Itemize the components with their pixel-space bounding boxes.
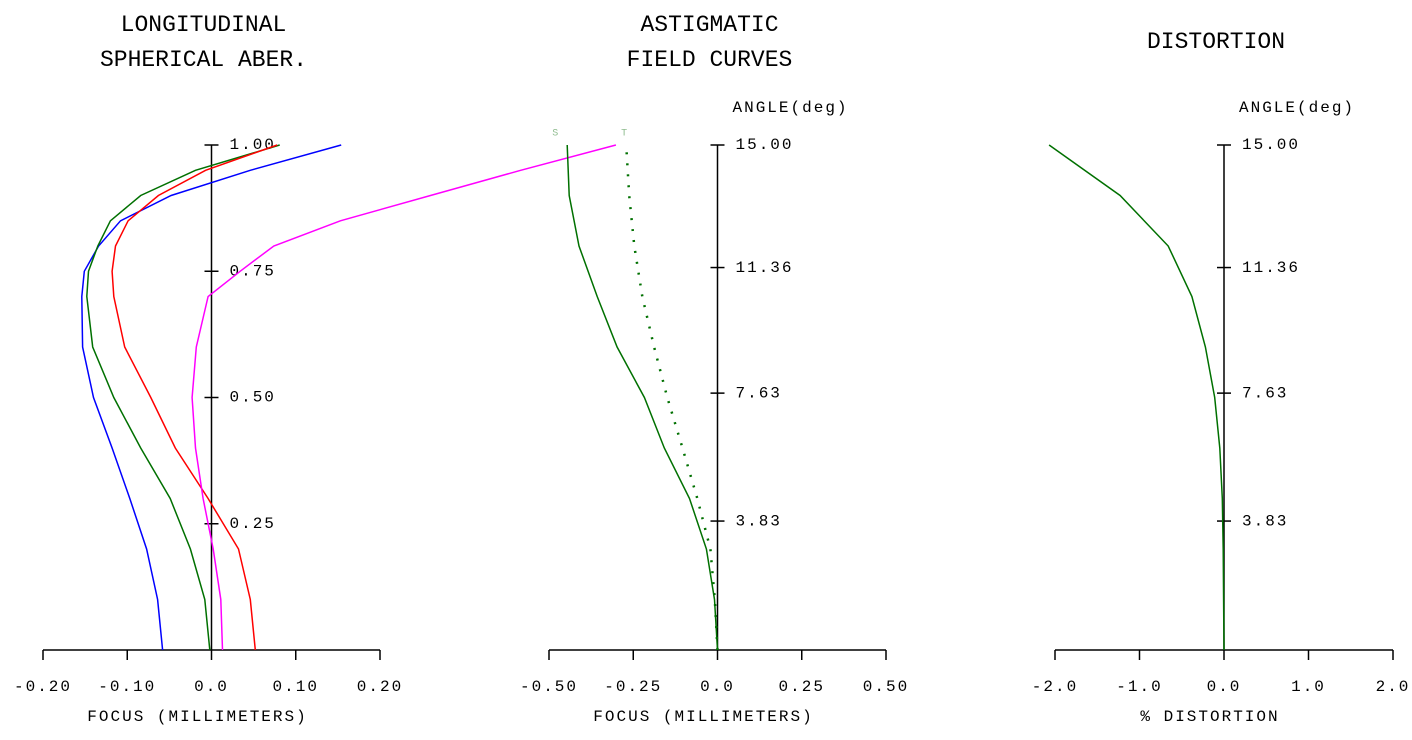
- x-tick-label: 0.0: [1207, 678, 1242, 696]
- x-tick-label: -1.0: [1116, 678, 1162, 696]
- chart-title: LONGITUDINAL: [121, 12, 287, 38]
- x-axis-label: FOCUS (MILLIMETERS): [593, 708, 813, 726]
- x-tick-label: 0.0: [194, 678, 229, 696]
- x-tick-label: 0.10: [273, 678, 319, 696]
- chart-title: FIELD CURVES: [627, 47, 793, 73]
- y-tick-label: 0.25: [230, 515, 276, 533]
- x-tick-label: 1.0: [1291, 678, 1326, 696]
- chart-title: SPHERICAL ABER.: [100, 47, 307, 73]
- y-axis-label: ANGLE(deg): [1239, 99, 1355, 117]
- chart-title: ASTIGMATIC: [640, 12, 778, 38]
- y-tick-label: 11.36: [1242, 259, 1300, 277]
- x-tick-label: 2.0: [1376, 678, 1411, 696]
- series-name: S: [552, 129, 558, 140]
- x-tick-label: -0.25: [604, 678, 662, 696]
- x-axis-label: FOCUS (MILLIMETERS): [87, 708, 307, 726]
- y-tick-label: 11.36: [736, 259, 794, 277]
- x-tick-label: 0.50: [863, 678, 909, 696]
- x-tick-label: -0.10: [98, 678, 156, 696]
- series-line: [1048, 144, 1225, 651]
- y-tick-label: 0.75: [230, 262, 276, 280]
- series-line: [81, 144, 342, 651]
- y-tick-label: 7.63: [1242, 384, 1288, 402]
- x-tick-label: -0.50: [520, 678, 578, 696]
- y-tick-label: 15.00: [736, 136, 794, 154]
- y-tick-label: 3.83: [736, 512, 782, 530]
- y-tick-label: 3.83: [1242, 512, 1288, 530]
- series-name: T: [621, 129, 627, 140]
- y-tick-label: 15.00: [1242, 136, 1300, 154]
- y-tick-label: 0.50: [230, 389, 276, 407]
- y-tick-label: 7.63: [736, 384, 782, 402]
- y-axis-label: ANGLE(deg): [733, 99, 849, 117]
- x-tick-label: 0.25: [779, 678, 825, 696]
- series-line: [566, 144, 719, 651]
- series-line: [191, 144, 617, 651]
- x-axis-label: % DISTORTION: [1140, 708, 1279, 726]
- series-line: [111, 144, 278, 651]
- x-tick-label: -0.20: [14, 678, 72, 696]
- y-tick-label: 1.00: [230, 136, 276, 154]
- series-line: [86, 144, 280, 651]
- x-tick-label: 0.20: [357, 678, 403, 696]
- series-line: [624, 144, 719, 651]
- x-tick-label: 0.0: [700, 678, 735, 696]
- chart-title: DISTORTION: [1147, 29, 1285, 55]
- x-tick-label: -2.0: [1032, 678, 1078, 696]
